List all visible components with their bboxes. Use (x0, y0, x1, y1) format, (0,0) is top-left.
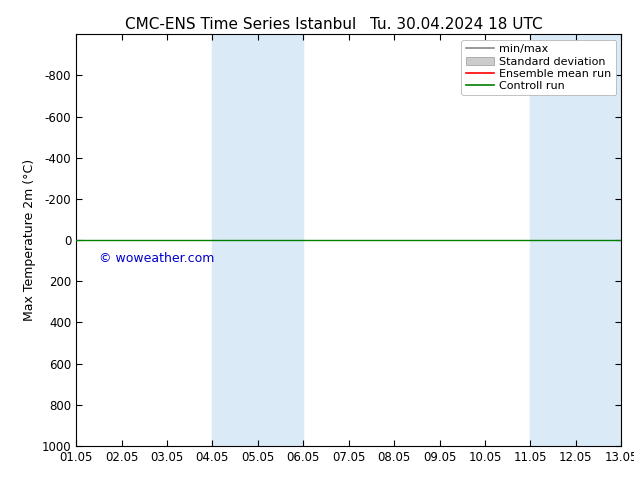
Legend: min/max, Standard deviation, Ensemble mean run, Controll run: min/max, Standard deviation, Ensemble me… (462, 40, 616, 96)
Y-axis label: Max Temperature 2m (°C): Max Temperature 2m (°C) (23, 159, 36, 321)
Text: Tu. 30.04.2024 18 UTC: Tu. 30.04.2024 18 UTC (370, 17, 543, 32)
Bar (531, 34, 621, 446)
Bar (212, 34, 303, 446)
Text: © woweather.com: © woweather.com (99, 252, 214, 266)
Text: CMC-ENS Time Series Istanbul: CMC-ENS Time Series Istanbul (126, 17, 356, 32)
